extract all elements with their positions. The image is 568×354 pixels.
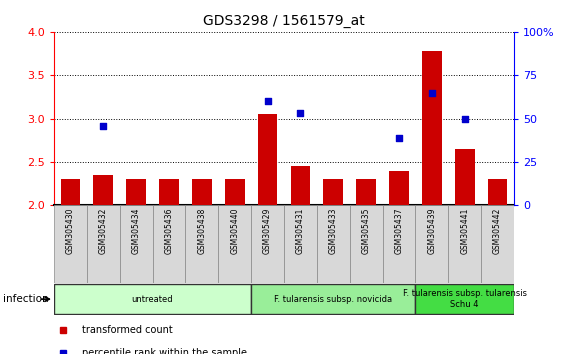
- Bar: [284, 205, 317, 283]
- Text: GSM305432: GSM305432: [99, 208, 108, 254]
- Bar: [153, 205, 185, 283]
- Bar: [291, 166, 310, 205]
- Bar: [159, 179, 179, 205]
- Bar: [93, 175, 113, 205]
- Text: untreated: untreated: [132, 295, 173, 304]
- Bar: [258, 114, 277, 205]
- FancyBboxPatch shape: [54, 284, 251, 314]
- Bar: [225, 179, 245, 205]
- Bar: [448, 205, 481, 283]
- Bar: [185, 205, 218, 283]
- Bar: [61, 179, 80, 205]
- Text: GSM305438: GSM305438: [197, 208, 206, 254]
- Bar: [126, 179, 146, 205]
- Text: percentile rank within the sample: percentile rank within the sample: [82, 348, 247, 354]
- Bar: [422, 51, 442, 205]
- Bar: [218, 205, 251, 283]
- Point: [263, 98, 272, 104]
- Text: F. tularensis subsp. tularensis
Schu 4: F. tularensis subsp. tularensis Schu 4: [403, 290, 527, 309]
- Text: GSM305437: GSM305437: [395, 208, 403, 254]
- Text: F. tularensis subsp. novicida: F. tularensis subsp. novicida: [274, 295, 392, 304]
- Bar: [317, 205, 350, 283]
- Text: GSM305439: GSM305439: [427, 208, 436, 254]
- Point: [427, 90, 436, 96]
- Bar: [383, 205, 415, 283]
- Bar: [488, 179, 507, 205]
- Bar: [415, 205, 448, 283]
- FancyBboxPatch shape: [251, 284, 415, 314]
- Point: [99, 123, 108, 129]
- Bar: [481, 205, 514, 283]
- Bar: [54, 205, 87, 283]
- Title: GDS3298 / 1561579_at: GDS3298 / 1561579_at: [203, 14, 365, 28]
- Bar: [356, 179, 376, 205]
- Text: GSM305430: GSM305430: [66, 208, 75, 254]
- Text: GSM305442: GSM305442: [493, 208, 502, 254]
- Text: GSM305436: GSM305436: [165, 208, 173, 254]
- Bar: [120, 205, 153, 283]
- Bar: [251, 205, 284, 283]
- FancyBboxPatch shape: [415, 284, 514, 314]
- Bar: [87, 205, 120, 283]
- Bar: [323, 179, 343, 205]
- Point: [296, 110, 305, 116]
- Text: GSM305431: GSM305431: [296, 208, 305, 254]
- Text: GSM305429: GSM305429: [263, 208, 272, 254]
- Text: infection: infection: [3, 294, 48, 304]
- Bar: [455, 149, 475, 205]
- Text: GSM305441: GSM305441: [460, 208, 469, 254]
- Text: GSM305433: GSM305433: [329, 208, 338, 254]
- Bar: [350, 205, 383, 283]
- Text: GSM305435: GSM305435: [362, 208, 371, 254]
- Bar: [389, 171, 409, 205]
- Point: [460, 116, 469, 121]
- Bar: [192, 179, 212, 205]
- Text: transformed count: transformed count: [82, 325, 172, 335]
- Text: GSM305440: GSM305440: [230, 208, 239, 254]
- Text: GSM305434: GSM305434: [132, 208, 141, 254]
- Point: [394, 135, 403, 141]
